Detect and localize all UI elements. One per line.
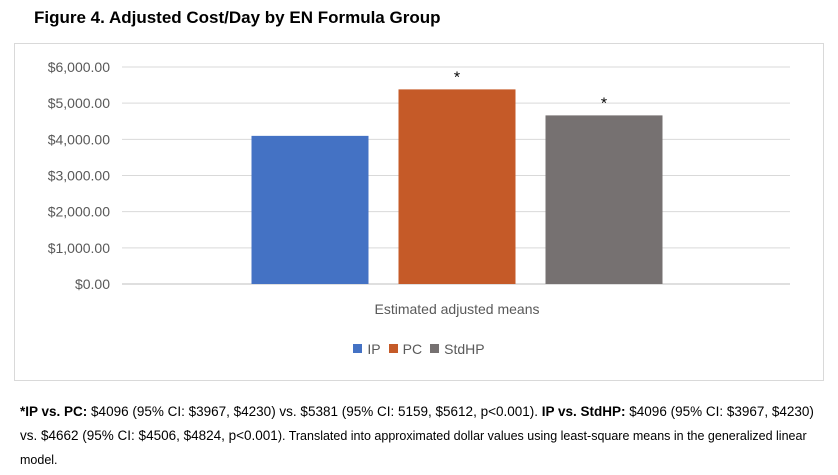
- y-tick-label: $0.00: [75, 276, 110, 292]
- footnote-ip-vs-pc-text: $4096 (95% CI: $3967, $4230) vs. $5381 (…: [87, 404, 542, 419]
- bars: **: [251, 69, 663, 285]
- chart-legend: IP PC StdHP: [0, 340, 838, 357]
- significance-marker-stdhp: *: [601, 95, 607, 112]
- bar-pc: [398, 89, 516, 284]
- footnote: *IP vs. PC: $4096 (95% CI: $3967, $4230)…: [20, 400, 832, 472]
- significance-marker-pc: *: [454, 69, 460, 86]
- chart-frame: [14, 43, 824, 381]
- legend-swatch: [430, 344, 440, 353]
- footnote-close: ).: [277, 429, 286, 443]
- x-category-label: Estimated adjusted means: [375, 301, 540, 317]
- y-axis-ticks: $0.00 $1,000.00 $2,000.00 $3,000.00 $4,000.0…: [48, 59, 110, 292]
- y-tick-label: $2,000.00: [48, 204, 110, 220]
- legend-label: IP: [367, 340, 381, 357]
- x-axis-categories: Estimated adjusted means: [375, 301, 540, 317]
- legend-item-stdhp: StdHP: [430, 340, 485, 357]
- bar-stdhp: [545, 115, 663, 285]
- footnote-ip-vs-stdhp-label: IP vs. StdHP:: [541, 404, 626, 419]
- y-tick-label: $6,000.00: [48, 59, 110, 75]
- legend-label: PC: [402, 340, 423, 357]
- legend-item-pc: PC: [388, 340, 423, 357]
- y-tick-label: $1,000.00: [48, 240, 110, 256]
- y-tick-label: $3,000.00: [48, 168, 110, 184]
- y-tick-label: $5,000.00: [48, 95, 110, 111]
- bar-ip: [251, 135, 369, 284]
- y-tick-label: $4,000.00: [48, 131, 110, 147]
- legend-swatch: [388, 344, 398, 353]
- footnote-ip-vs-pc-label: *IP vs. PC:: [20, 404, 88, 419]
- figure-title: Figure 4. Adjusted Cost/Day by EN Formul…: [34, 8, 441, 27]
- footnote-ip-vs-stdhp-text: $4096 (95% CI: $3967, $4230) vs. $4662 (…: [20, 404, 814, 443]
- legend-label: StdHP: [444, 340, 485, 357]
- legend-swatch: [353, 344, 363, 353]
- footnote-method-note: Translated into approximated dollar valu…: [20, 429, 807, 467]
- legend-item-ip: IP: [353, 340, 381, 357]
